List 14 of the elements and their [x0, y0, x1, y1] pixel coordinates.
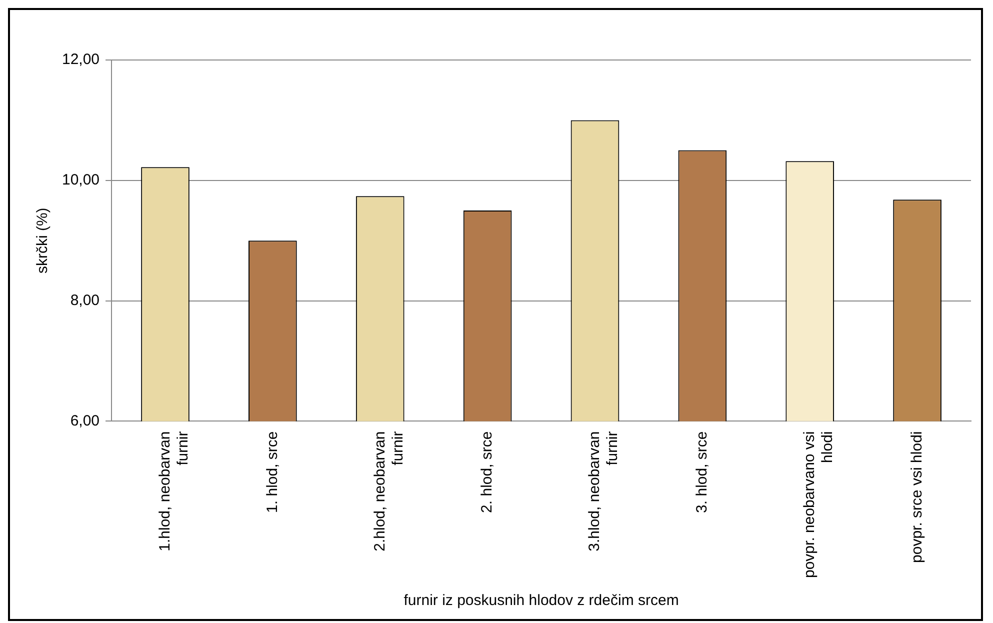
y-axis-title: skrčki (%)	[34, 208, 52, 274]
x-tick-label: 3. hlod, srce	[694, 431, 711, 513]
x-tick-label: 1. hlod, srce	[264, 431, 281, 513]
y-tick-label: 8,00	[70, 292, 100, 309]
y-tick-label: 10,00	[62, 172, 100, 189]
x-tick-label: 3.hlod, neobarvan furnir	[586, 431, 622, 552]
x-tick-label: 2. hlod, srce	[478, 431, 496, 513]
x-axis-title: furnir iz poskusnih hlodov z rdečim srcem	[404, 592, 679, 610]
x-tick-label: povpr. srce vsi hlodi	[908, 431, 926, 563]
x-tick-label: povpr. neobarvano vsi hlodi	[800, 431, 836, 578]
y-tick-label: 12,00	[62, 51, 100, 68]
x-tick-label: 2.hlod, neobarvan furnir	[371, 431, 406, 552]
x-tick-label: 1.hlod, neobarvan furnir	[156, 431, 192, 552]
y-tick-label: 6,00	[70, 412, 100, 430]
